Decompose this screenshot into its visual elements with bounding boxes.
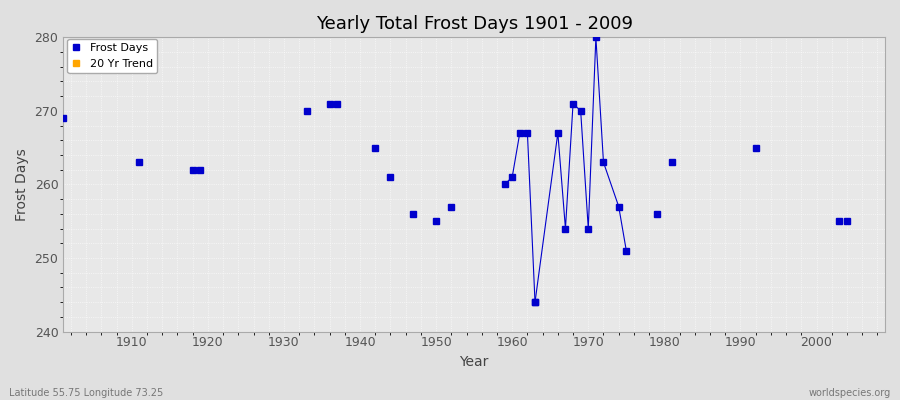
Text: Latitude 55.75 Longitude 73.25: Latitude 55.75 Longitude 73.25: [9, 388, 163, 398]
Title: Yearly Total Frost Days 1901 - 2009: Yearly Total Frost Days 1901 - 2009: [316, 15, 633, 33]
Text: worldspecies.org: worldspecies.org: [809, 388, 891, 398]
X-axis label: Year: Year: [460, 355, 489, 369]
Y-axis label: Frost Days: Frost Days: [15, 148, 29, 221]
Legend: Frost Days, 20 Yr Trend: Frost Days, 20 Yr Trend: [68, 39, 158, 74]
